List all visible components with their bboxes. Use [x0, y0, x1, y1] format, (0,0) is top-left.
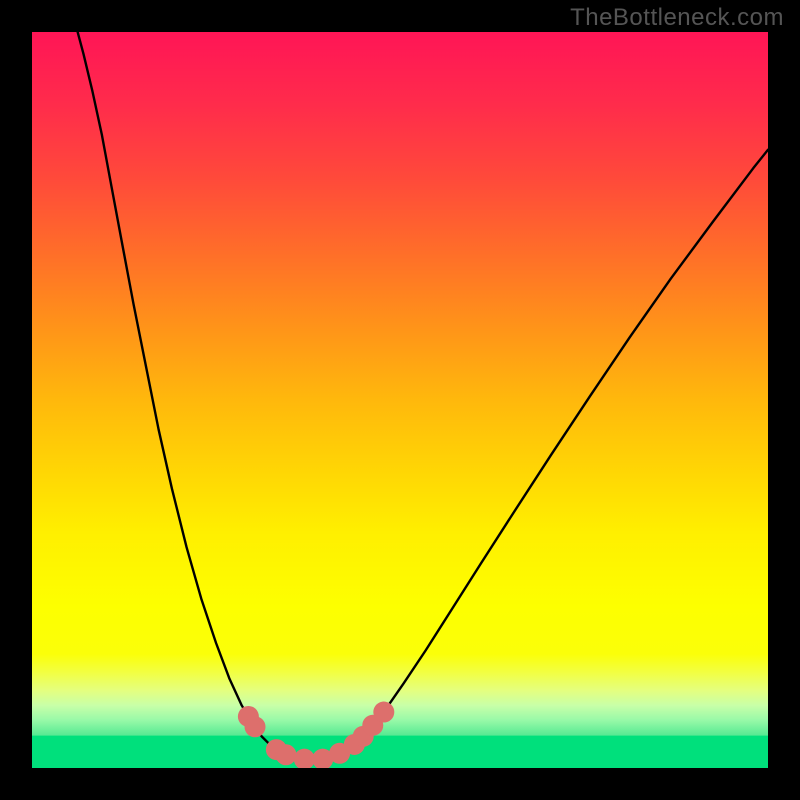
gradient-background [32, 32, 768, 768]
attribution-text: TheBottleneck.com [570, 4, 784, 32]
curve-marker [245, 716, 266, 737]
curve-marker [275, 744, 296, 765]
chart-svg [32, 32, 768, 768]
bottleneck-chart [32, 32, 768, 768]
green-band [32, 736, 768, 768]
curve-marker [373, 702, 394, 723]
